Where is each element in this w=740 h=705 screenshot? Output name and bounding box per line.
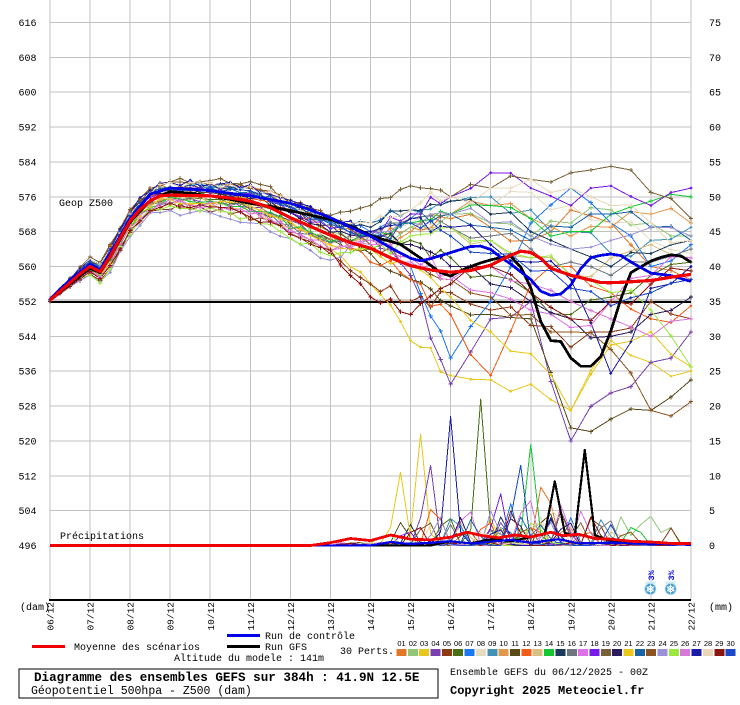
svg-text:Précipitations: Précipitations [60,531,144,543]
svg-text:3%: 3% [647,569,657,580]
svg-text:504: 504 [18,507,36,518]
svg-text:09/12: 09/12 [166,602,177,631]
svg-text:Moyenne des scénarios: Moyenne des scénarios [74,642,200,654]
svg-text:Géopotentiel 500hpa - Z500 (da: Géopotentiel 500hpa - Z500 (dam) [31,685,252,698]
svg-text:Copyright 2025 Meteociel.fr: Copyright 2025 Meteociel.fr [450,684,644,698]
svg-text:09: 09 [488,639,496,648]
svg-text:Ensemble GEFS du 06/12/2025 -: Ensemble GEFS du 06/12/2025 - 00Z [450,667,648,679]
svg-text:20/12: 20/12 [606,602,617,631]
svg-text:520: 520 [18,437,36,448]
svg-text:13: 13 [534,639,542,648]
svg-text:10: 10 [499,639,507,648]
svg-text:11/12: 11/12 [246,602,257,631]
svg-text:05: 05 [443,639,451,648]
svg-text:14/12: 14/12 [366,602,377,631]
svg-text:512: 512 [18,472,36,483]
svg-text:30: 30 [726,639,734,648]
svg-text:30 Perts.: 30 Perts. [340,647,394,658]
svg-text:Run GFS: Run GFS [265,643,307,654]
svg-text:Diagramme des ensembles GEFS s: Diagramme des ensembles GEFS sur 384h : … [34,671,420,685]
svg-text:23: 23 [647,639,655,648]
svg-text:21/12: 21/12 [646,602,657,631]
svg-text:Altitude du modele : 141m: Altitude du modele : 141m [174,653,324,665]
svg-text:Geop Z500: Geop Z500 [59,199,113,210]
svg-text:26: 26 [681,639,689,648]
svg-text:06: 06 [454,639,462,648]
svg-text:08: 08 [477,639,485,648]
svg-text:15: 15 [709,437,721,448]
svg-text:536: 536 [18,368,36,379]
svg-text:20: 20 [709,403,721,414]
svg-text:16/12: 16/12 [446,602,457,631]
svg-text:12/12: 12/12 [286,602,297,631]
svg-text:5: 5 [709,507,715,518]
svg-text:02: 02 [409,639,417,648]
svg-text:07: 07 [465,639,473,648]
svg-text:18/12: 18/12 [526,602,537,631]
svg-text:03: 03 [420,639,428,648]
svg-text:25: 25 [709,368,721,379]
svg-text:0: 0 [709,542,715,553]
svg-text:14: 14 [545,639,553,648]
svg-text:50: 50 [709,193,721,204]
svg-text:65: 65 [709,89,721,100]
svg-text:(mm): (mm) [709,602,733,614]
svg-text:584: 584 [18,158,36,169]
svg-text:40: 40 [709,263,721,274]
svg-text:10: 10 [709,472,721,483]
svg-text:616: 616 [18,19,36,30]
svg-text:544: 544 [18,333,36,344]
svg-text:01: 01 [397,639,405,648]
svg-text:592: 592 [18,124,36,135]
svg-text:15/12: 15/12 [406,602,417,631]
svg-text:10/12: 10/12 [206,602,217,631]
svg-text:22/12: 22/12 [687,602,698,631]
svg-text:25: 25 [670,639,678,648]
svg-text:13/12: 13/12 [326,602,337,631]
svg-text:19: 19 [602,639,610,648]
svg-text:16: 16 [568,639,576,648]
svg-text:70: 70 [709,54,721,65]
svg-text:20: 20 [613,639,621,648]
svg-text:27: 27 [692,639,700,648]
svg-text:45: 45 [709,228,721,239]
svg-text:22: 22 [636,639,644,648]
svg-text:12: 12 [522,639,530,648]
svg-text:04: 04 [431,639,439,648]
svg-text:30: 30 [709,333,721,344]
svg-text:29: 29 [715,639,723,648]
svg-text:Run de contrôle: Run de contrôle [265,631,355,643]
svg-text:528: 528 [18,403,36,414]
svg-text:560: 560 [18,263,36,274]
svg-text:55: 55 [709,158,721,169]
svg-text:15: 15 [556,639,564,648]
svg-text:17/12: 17/12 [486,602,497,631]
svg-text:19/12: 19/12 [566,602,577,631]
svg-text:496: 496 [18,542,36,553]
svg-text:75: 75 [709,19,721,30]
svg-text:568: 568 [18,228,36,239]
svg-text:18: 18 [590,639,598,648]
svg-text:28: 28 [704,639,712,648]
svg-text:08/12: 08/12 [126,602,137,631]
svg-text:11: 11 [511,639,519,648]
svg-text:576: 576 [18,193,36,204]
svg-text:60: 60 [709,124,721,135]
svg-text:17: 17 [579,639,587,648]
svg-text:07/12: 07/12 [86,602,97,631]
svg-text:21: 21 [624,639,632,648]
svg-text:24: 24 [658,639,666,648]
svg-text:3%: 3% [667,569,677,580]
svg-text:35: 35 [709,298,721,309]
svg-text:608: 608 [18,54,36,65]
svg-text:(dam): (dam) [20,602,50,614]
svg-text:600: 600 [18,89,36,100]
svg-text:552: 552 [18,298,36,309]
svg-text:06/12: 06/12 [46,602,57,631]
